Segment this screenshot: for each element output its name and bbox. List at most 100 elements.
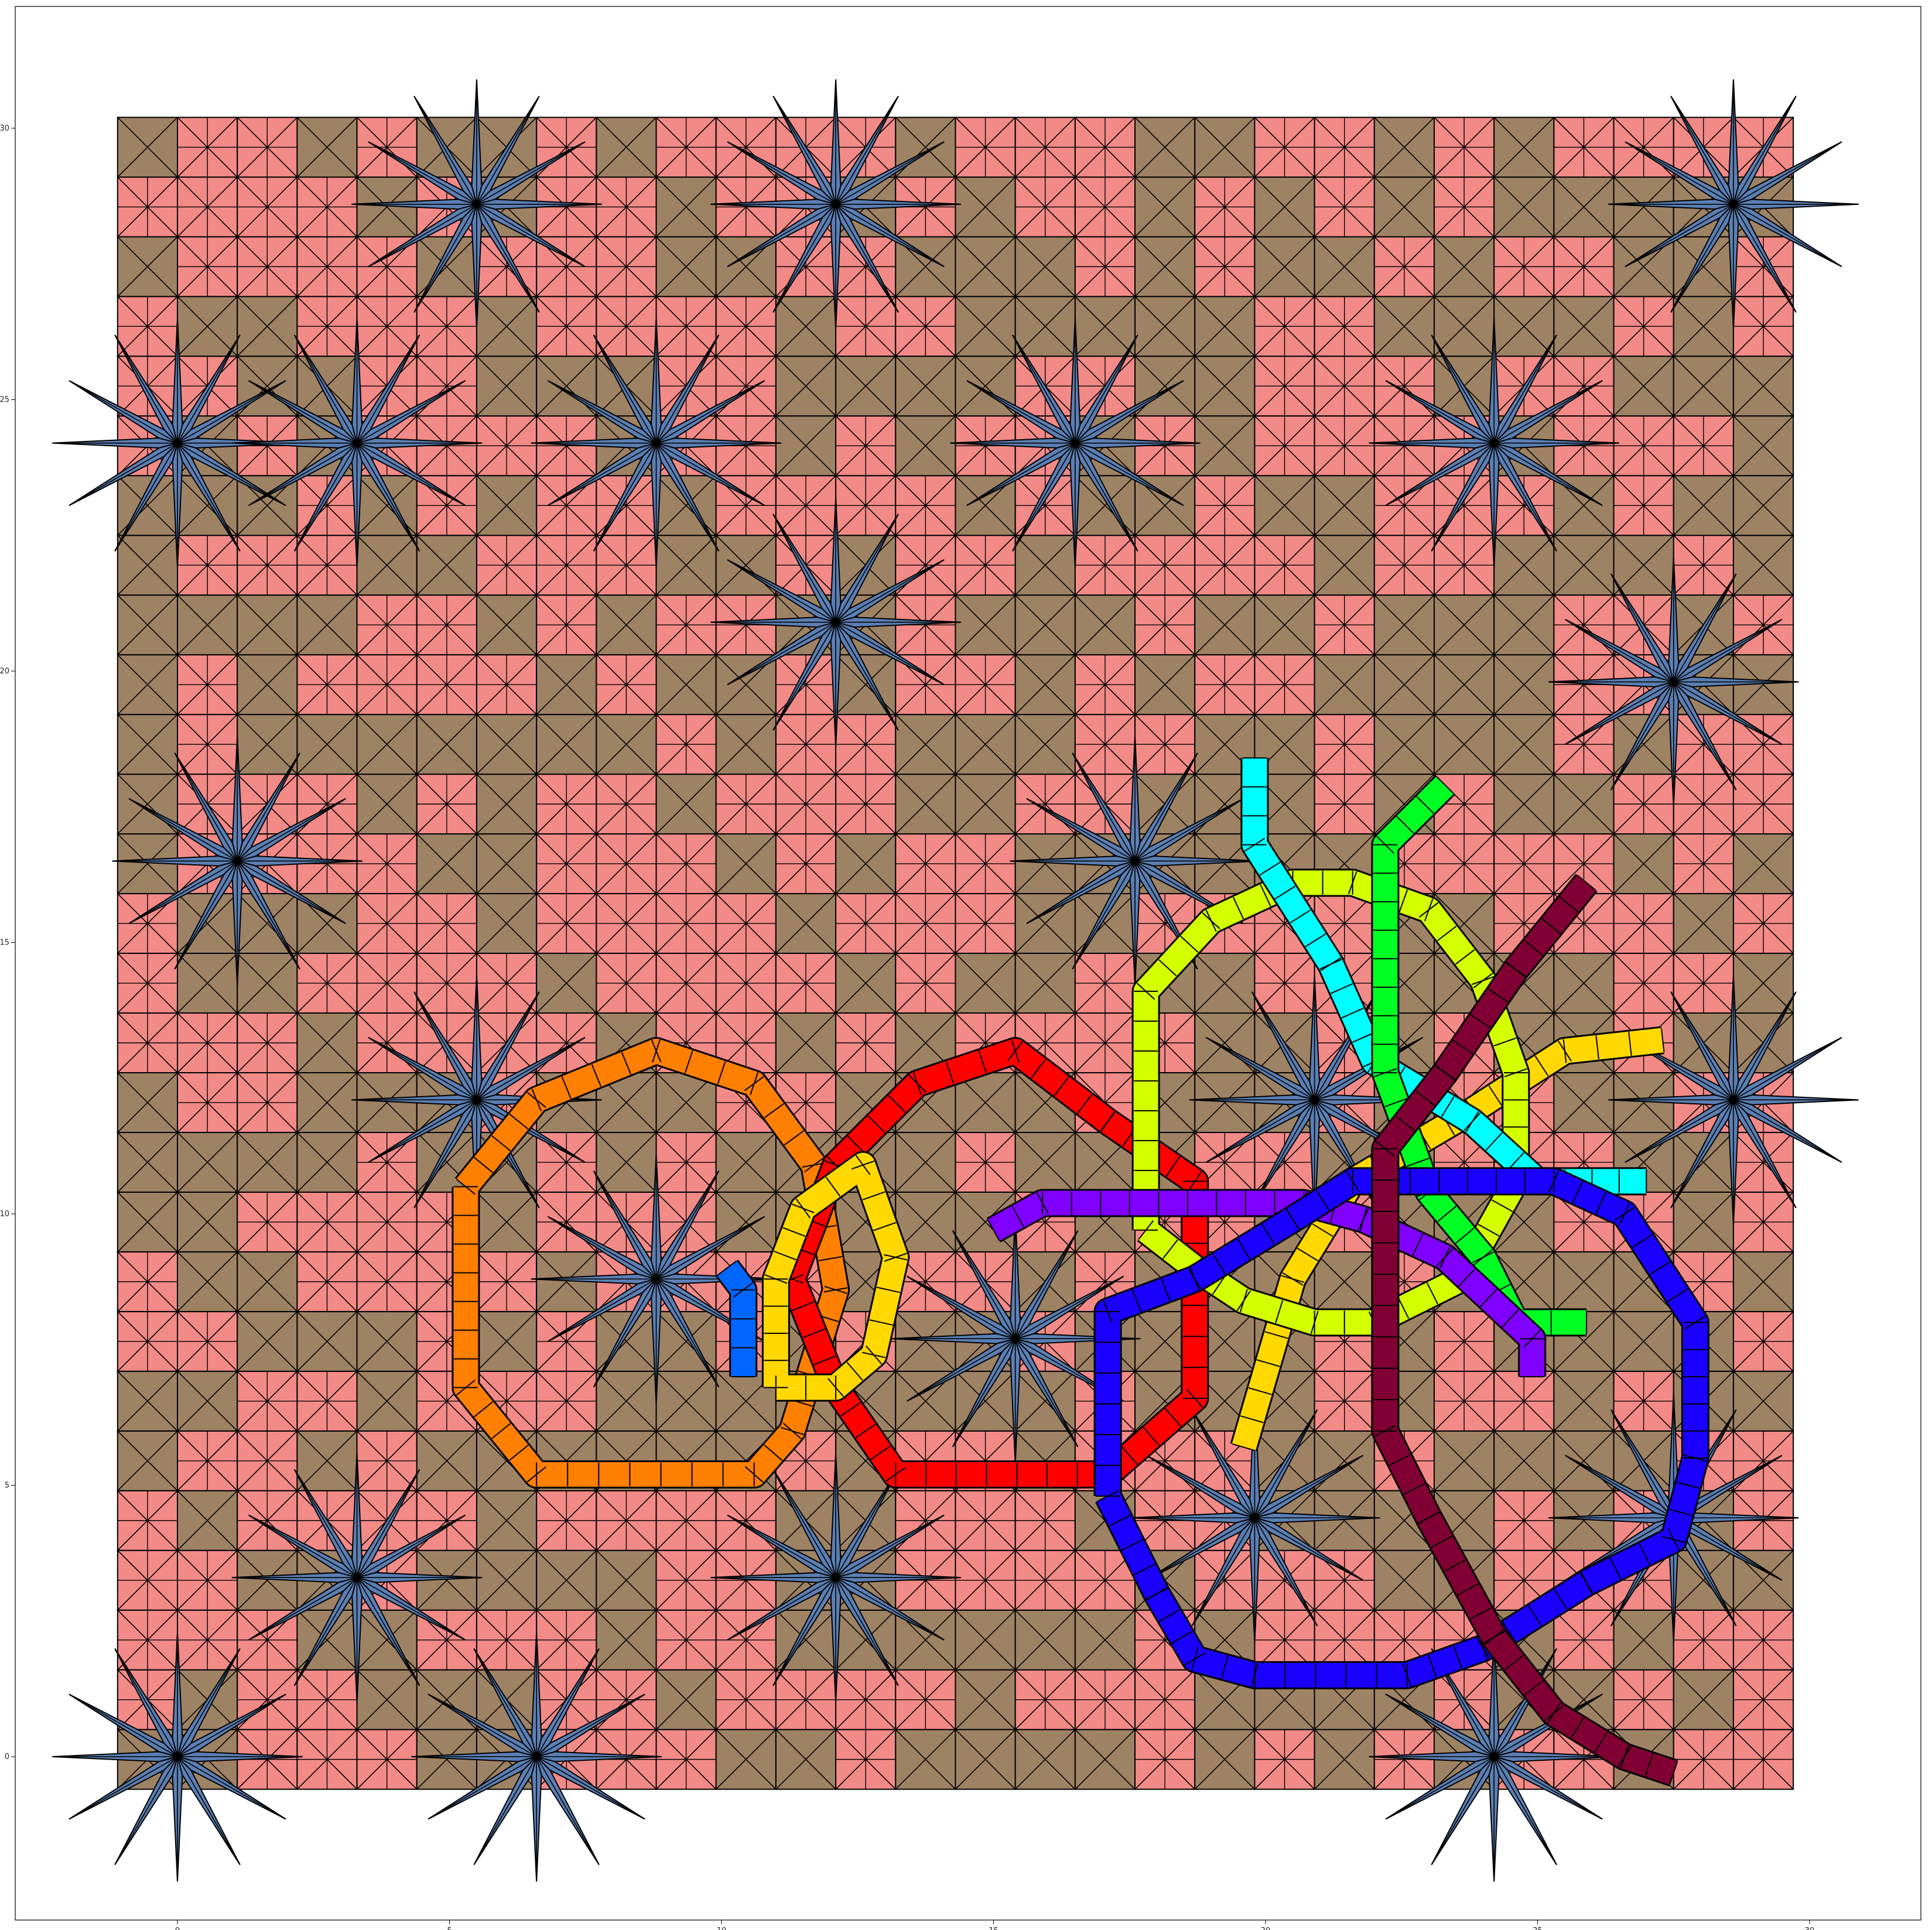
tile-edge bbox=[1673, 1192, 1734, 1253]
worm-hatch bbox=[1435, 1065, 1455, 1081]
tile-edge bbox=[955, 1669, 1016, 1730]
worm-hatch bbox=[1187, 1171, 1202, 1192]
worm-hatch bbox=[1441, 1096, 1455, 1117]
tile-edge bbox=[296, 1072, 358, 1133]
worm-hatch bbox=[1609, 1557, 1622, 1580]
tile-edge bbox=[1194, 415, 1255, 476]
worm-hatch bbox=[1594, 1731, 1608, 1753]
y-tick-label: 0 bbox=[5, 1753, 9, 1761]
tile-edge bbox=[1553, 1490, 1615, 1551]
worm-hatch bbox=[717, 1061, 726, 1084]
tile-edge bbox=[1493, 535, 1554, 596]
worm-path bbox=[1371, 874, 1678, 1787]
star-ray bbox=[248, 1514, 357, 1578]
worm-hatch bbox=[1418, 902, 1439, 918]
star-ray bbox=[835, 1577, 945, 1641]
star-ray bbox=[536, 1756, 645, 1820]
tile-edge bbox=[416, 236, 477, 297]
worm-hatch bbox=[1488, 1085, 1503, 1107]
tile-edge bbox=[1493, 1251, 1554, 1312]
worm-hatch bbox=[866, 1345, 883, 1365]
star-ray bbox=[476, 95, 540, 205]
star bbox=[531, 318, 782, 568]
star-ray bbox=[357, 1514, 466, 1578]
star-ray bbox=[1385, 442, 1495, 506]
worm-hatch bbox=[1504, 1654, 1524, 1671]
tile-edge bbox=[895, 415, 956, 476]
worm-hatch bbox=[456, 1380, 476, 1396]
tile-edge bbox=[1015, 1729, 1076, 1790]
star bbox=[1548, 557, 1799, 807]
star-ray bbox=[114, 334, 178, 444]
worm-hatch bbox=[1437, 925, 1457, 942]
star-ray bbox=[656, 1216, 765, 1279]
tile-edge bbox=[1134, 355, 1195, 416]
tile-edge bbox=[1434, 1490, 1495, 1551]
worm-hatch bbox=[1260, 884, 1271, 907]
worm-hatch bbox=[1171, 1630, 1193, 1644]
star-ray bbox=[536, 1648, 600, 1757]
tile-edge bbox=[775, 296, 836, 357]
worm-hatch bbox=[1248, 1387, 1272, 1395]
star bbox=[710, 79, 961, 330]
worm-hatch bbox=[1290, 909, 1311, 923]
tile-edge bbox=[1613, 1072, 1674, 1133]
worm-hatch bbox=[1402, 1664, 1412, 1687]
worm-hatch bbox=[1559, 896, 1579, 913]
star-ray bbox=[1075, 380, 1184, 444]
star bbox=[52, 318, 303, 568]
tile-edge bbox=[1553, 1072, 1615, 1133]
star-ray bbox=[356, 443, 420, 552]
tile-edge bbox=[1613, 1251, 1674, 1312]
tile-edge bbox=[1493, 714, 1554, 775]
tile-edge bbox=[1015, 236, 1076, 297]
star-ray bbox=[1673, 681, 1783, 745]
worm-hatch bbox=[1205, 909, 1217, 932]
axes bbox=[15, 6, 1921, 1921]
worm-hatch bbox=[1416, 796, 1434, 814]
tile-edge bbox=[1194, 117, 1255, 177]
tile-edge bbox=[1613, 714, 1674, 775]
star-ray bbox=[1625, 141, 1734, 205]
star-ray bbox=[656, 380, 765, 444]
tile-edge bbox=[1434, 1431, 1495, 1491]
tile-edge bbox=[1015, 654, 1076, 715]
worm-hatch bbox=[1470, 1014, 1491, 1029]
star bbox=[1608, 975, 1859, 1225]
tile-edge bbox=[1733, 415, 1794, 476]
star-ray bbox=[835, 559, 945, 623]
worm-hatch bbox=[1470, 1607, 1492, 1620]
worm-hatch bbox=[1457, 1583, 1479, 1596]
tile-edge bbox=[835, 1610, 896, 1671]
star-ray bbox=[1206, 1099, 1315, 1163]
star-ray bbox=[177, 1756, 241, 1866]
star-ray bbox=[727, 621, 836, 685]
tile-edge bbox=[1613, 1610, 1674, 1671]
worm-hatch bbox=[847, 1135, 866, 1154]
tile-edge bbox=[596, 594, 657, 655]
star-ray bbox=[727, 1577, 836, 1641]
worm-hatch bbox=[888, 1095, 906, 1113]
tile-edge bbox=[177, 953, 238, 1014]
star-ray bbox=[835, 514, 899, 622]
worm-hatch bbox=[1275, 1300, 1284, 1323]
tile-edge bbox=[117, 594, 178, 655]
tile-edge bbox=[895, 774, 956, 834]
tile-edge bbox=[1134, 236, 1195, 297]
star-ray bbox=[835, 204, 899, 313]
star-ray bbox=[1145, 1517, 1255, 1581]
tile-edge bbox=[655, 1669, 717, 1730]
tile-edge bbox=[1374, 176, 1435, 237]
worm-hatch bbox=[509, 1445, 529, 1461]
tile-edge bbox=[357, 1072, 418, 1133]
star bbox=[112, 736, 363, 986]
tile-edge bbox=[1493, 117, 1554, 177]
worm-hatch bbox=[1256, 1359, 1280, 1367]
tile-edge bbox=[237, 654, 298, 715]
tile-edge bbox=[716, 1132, 777, 1193]
tile-edge bbox=[895, 714, 956, 775]
star-ray bbox=[1673, 1517, 1783, 1581]
star-ray bbox=[655, 1278, 720, 1388]
tile-edge bbox=[1733, 535, 1794, 596]
tile-edge bbox=[955, 176, 1016, 237]
